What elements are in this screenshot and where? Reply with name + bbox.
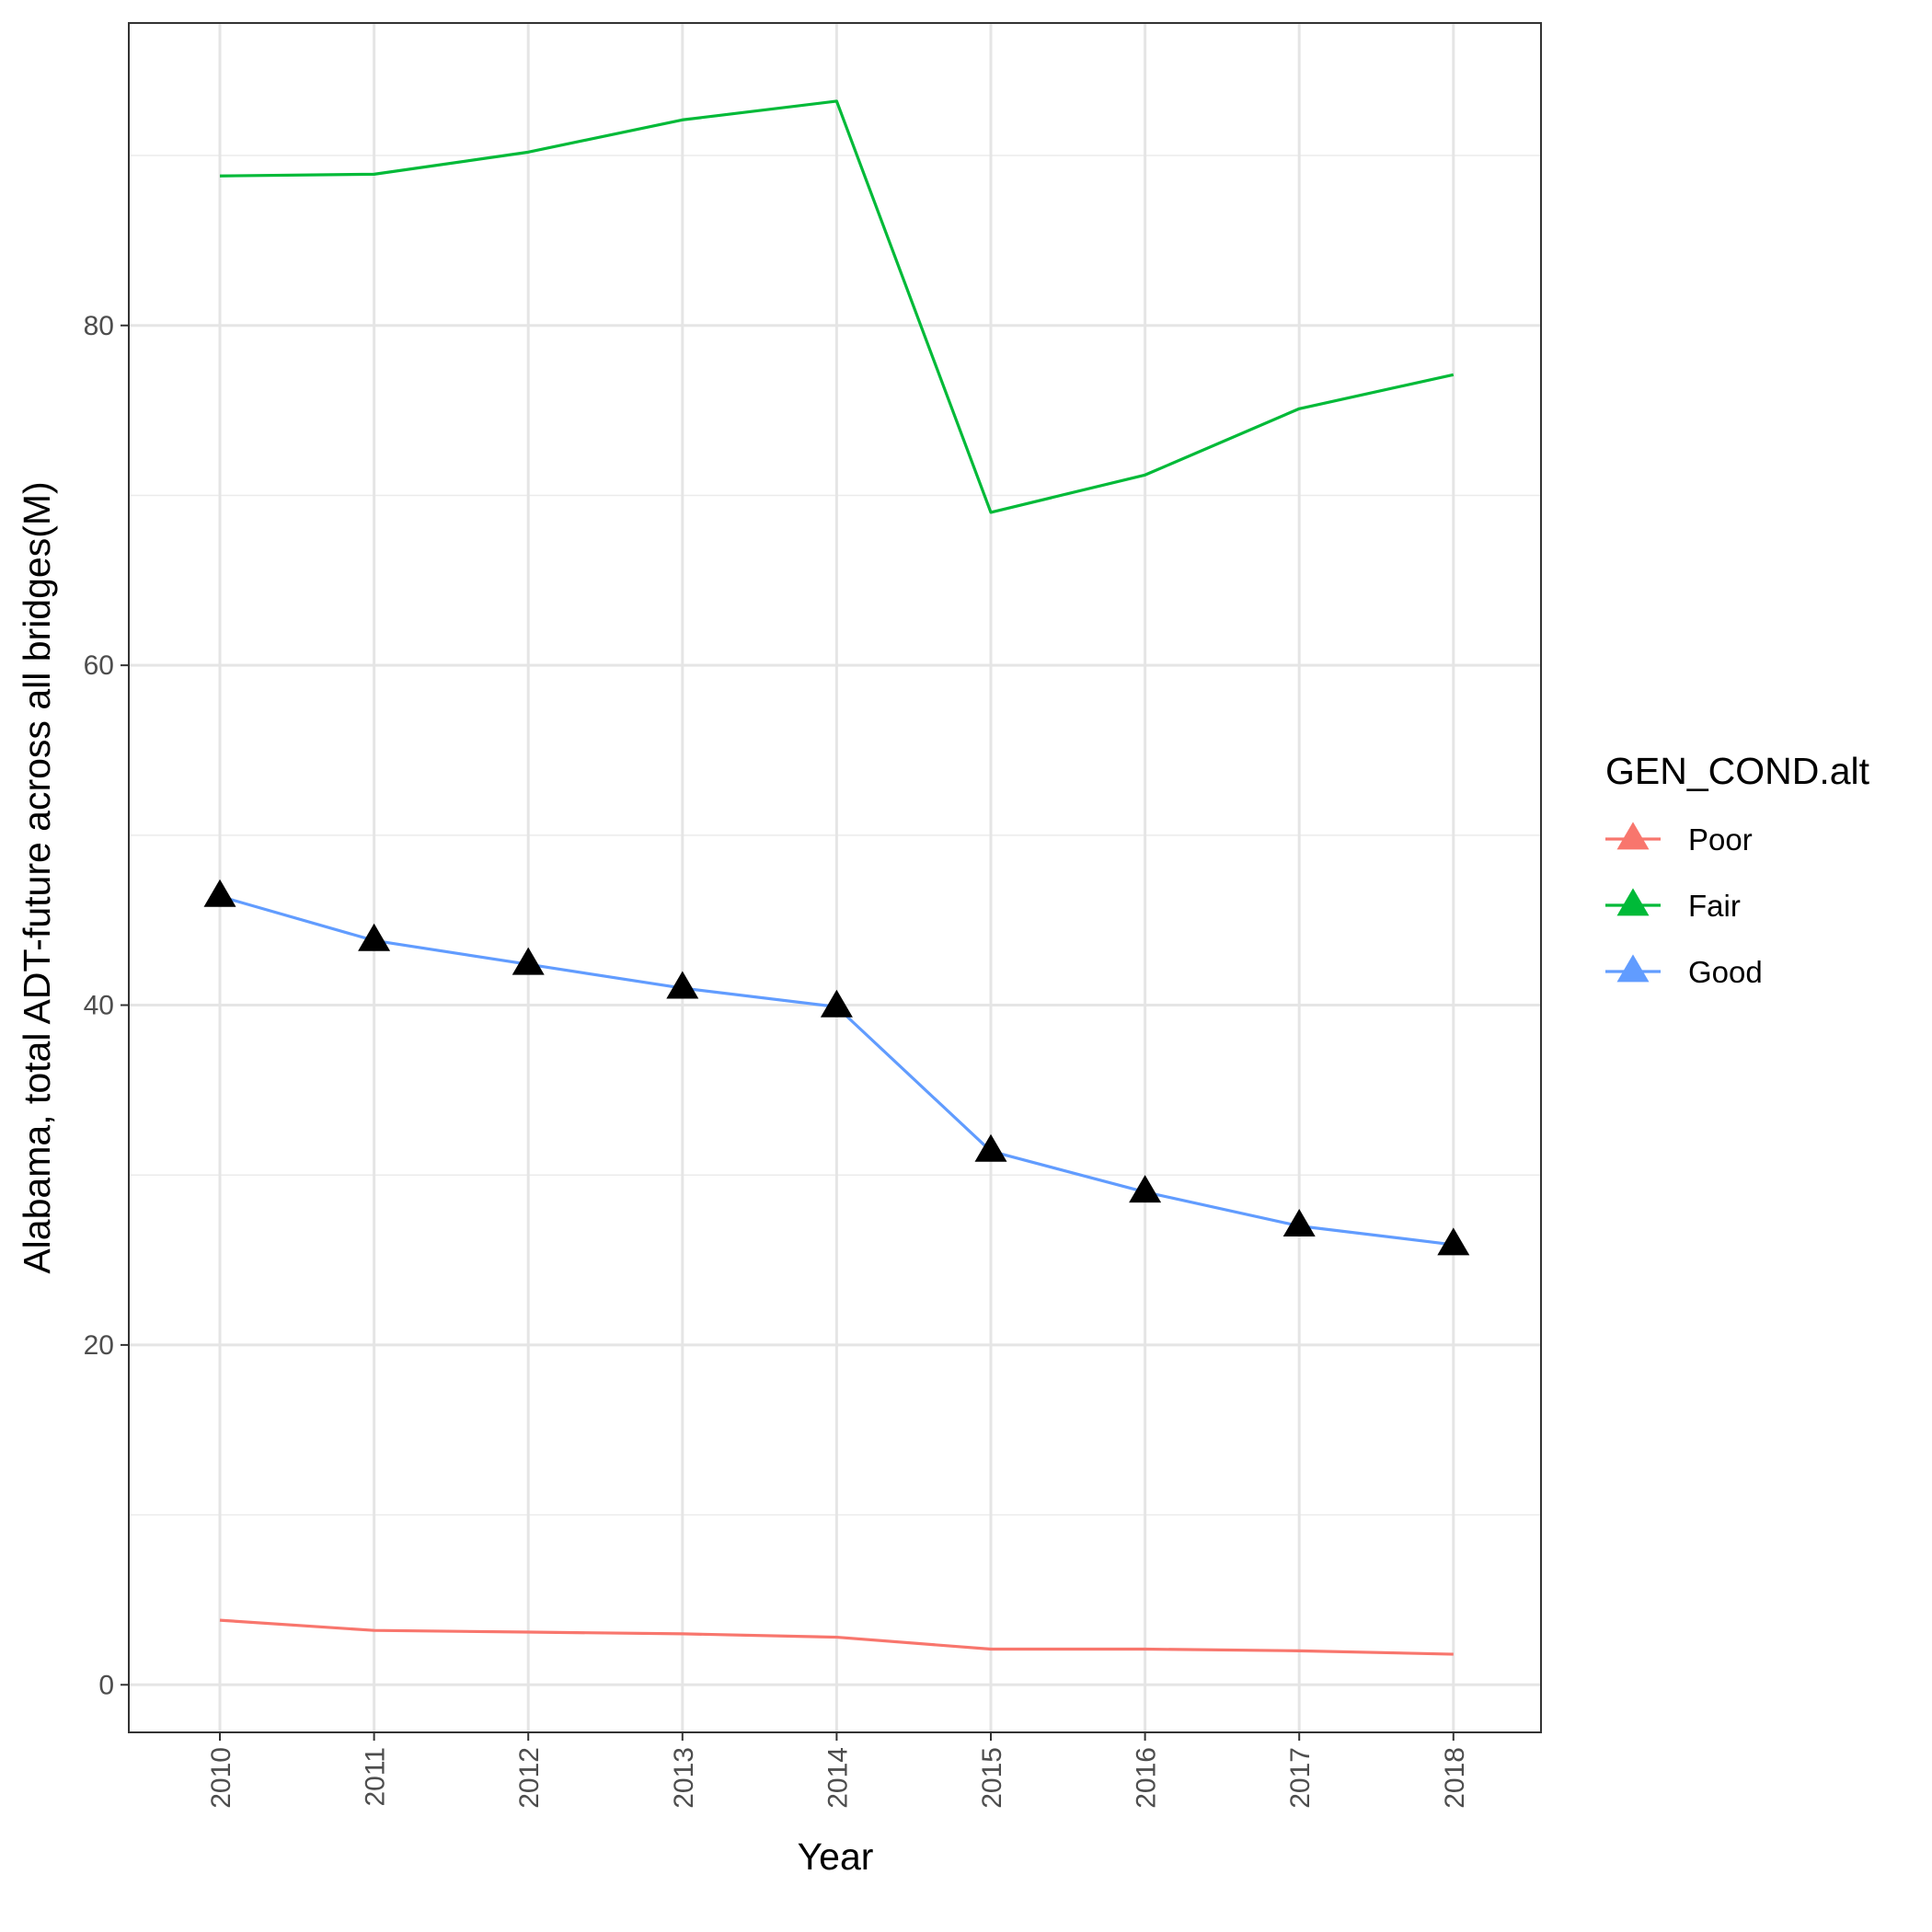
x-tick-label: 2015	[977, 1747, 1007, 1809]
data-point-good	[666, 971, 699, 999]
y-tick-label: 20	[84, 1330, 114, 1361]
y-axis-title: Alabama, total ADT-future across all bri…	[16, 481, 58, 1273]
legend: GEN_COND.alt Poor Fair Good	[1605, 750, 1870, 989]
data-point-good	[512, 947, 545, 975]
legend-title: GEN_COND.alt	[1605, 750, 1870, 792]
minor-gridlines	[129, 155, 1541, 1516]
marker-layer	[203, 879, 1470, 1256]
data-point-good	[820, 989, 853, 1018]
y-tick-label: 80	[84, 311, 114, 341]
legend-key-marker-fair	[1616, 888, 1650, 916]
x-tick-label: 2018	[1440, 1747, 1470, 1809]
x-axis-title: Year	[798, 1835, 874, 1878]
major-gridlines	[129, 23, 1541, 1732]
y-tick-label: 60	[84, 650, 114, 681]
legend-label-fair: Fair	[1688, 889, 1741, 923]
y-tick-label: 0	[98, 1670, 114, 1700]
legend-key-marker-good	[1616, 954, 1650, 983]
data-point-good	[358, 923, 391, 951]
x-tick-label: 2013	[669, 1747, 699, 1809]
x-tick-label: 2014	[822, 1747, 853, 1809]
data-point-good	[974, 1133, 1007, 1162]
x-tick-label: 2017	[1285, 1747, 1316, 1809]
x-tick-label: 2012	[514, 1747, 545, 1809]
y-axis: 0 20 40 60 80	[84, 311, 129, 1700]
x-tick-label: 2010	[206, 1747, 236, 1809]
data-point-good	[203, 879, 236, 907]
y-tick-label: 40	[84, 991, 114, 1021]
data-point-good	[1129, 1175, 1162, 1203]
x-axis: 2010 2011 2012 2013 2014 2015 2016 2017 2018	[206, 1732, 1470, 1809]
legend-key-marker-poor	[1616, 822, 1650, 850]
x-tick-label: 2011	[361, 1747, 391, 1807]
legend-label-good: Good	[1688, 955, 1763, 989]
series-line-poor	[219, 1618, 1454, 1656]
plot-border	[128, 22, 1542, 1733]
legend-label-poor: Poor	[1688, 822, 1753, 857]
plot-panel	[129, 23, 1541, 1732]
data-point-good	[1282, 1209, 1316, 1237]
data-point-good	[1437, 1227, 1470, 1256]
x-tick-label: 2016	[1132, 1747, 1162, 1809]
series-line-fair	[219, 99, 1455, 514]
